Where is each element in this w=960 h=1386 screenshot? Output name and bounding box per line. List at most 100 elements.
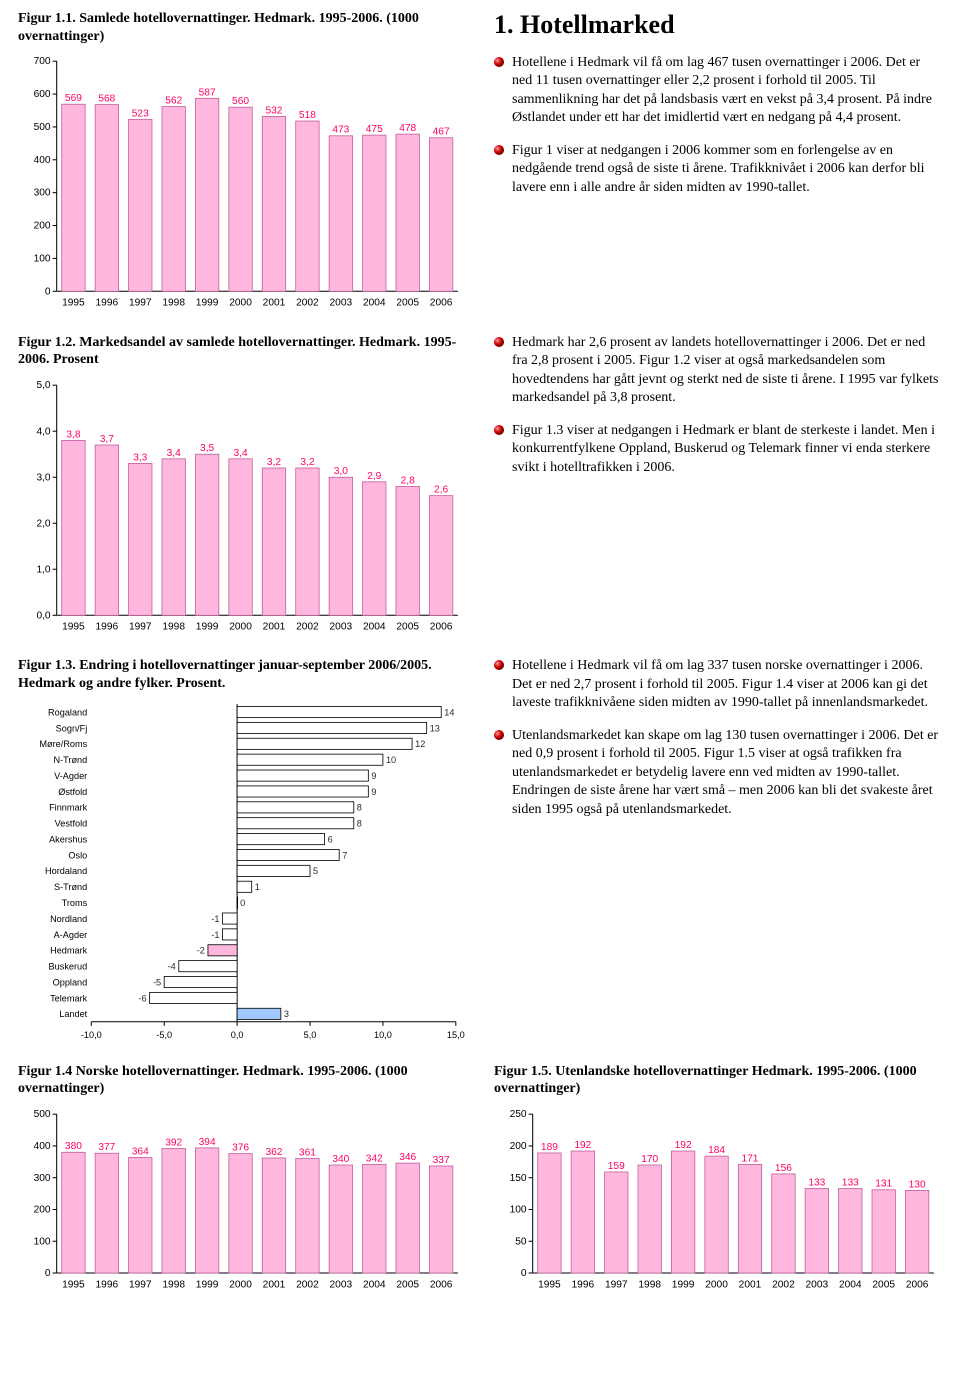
svg-text:130: 130: [909, 1179, 926, 1190]
fig13-caption: Figur 1.3. Endring i hotellovernattinger…: [18, 657, 466, 692]
svg-text:Telemark: Telemark: [50, 994, 88, 1004]
svg-text:3,2: 3,2: [300, 457, 314, 468]
col-fig14: Figur 1.4 Norske hotellovernattinger. He…: [18, 1063, 466, 1297]
svg-text:2003: 2003: [330, 1279, 353, 1290]
svg-text:3,0: 3,0: [334, 466, 348, 477]
svg-text:192: 192: [574, 1140, 591, 1151]
svg-text:1999: 1999: [196, 298, 219, 309]
svg-text:392: 392: [165, 1137, 182, 1148]
svg-text:10: 10: [386, 755, 396, 765]
svg-text:1999: 1999: [196, 621, 219, 632]
svg-text:2004: 2004: [363, 621, 386, 632]
svg-text:1996: 1996: [96, 1279, 119, 1290]
svg-text:380: 380: [65, 1141, 82, 1152]
svg-text:156: 156: [775, 1162, 792, 1173]
svg-text:8: 8: [357, 819, 362, 829]
svg-text:1998: 1998: [162, 1279, 185, 1290]
svg-text:0: 0: [240, 898, 245, 908]
svg-text:159: 159: [608, 1161, 625, 1172]
col-fig15: Figur 1.5. Utenlandske hotellovernatting…: [494, 1063, 942, 1297]
svg-text:0: 0: [521, 1268, 527, 1279]
svg-text:2000: 2000: [229, 1279, 252, 1290]
svg-text:2001: 2001: [739, 1279, 762, 1290]
svg-text:2,9: 2,9: [367, 470, 381, 481]
svg-text:560: 560: [232, 96, 249, 107]
col-fig12: Figur 1.2. Markedsandel av samlede hotel…: [18, 334, 466, 640]
svg-text:-10,0: -10,0: [81, 1031, 102, 1041]
svg-text:2006: 2006: [430, 621, 453, 632]
svg-text:-1: -1: [211, 914, 219, 924]
svg-text:3,4: 3,4: [233, 447, 247, 458]
svg-text:2005: 2005: [396, 1279, 419, 1290]
svg-text:50: 50: [515, 1236, 527, 1247]
svg-text:1998: 1998: [162, 621, 185, 632]
svg-text:587: 587: [199, 87, 216, 98]
fig12-caption: Figur 1.2. Markedsandel av samlede hotel…: [18, 334, 466, 369]
svg-text:300: 300: [34, 188, 51, 199]
svg-text:2005: 2005: [872, 1279, 895, 1290]
svg-text:3,3: 3,3: [133, 452, 147, 463]
fig11-caption: Figur 1.1. Samlede hotellovernattinger. …: [18, 10, 466, 45]
svg-text:2,6: 2,6: [434, 484, 448, 495]
svg-text:A-Agder: A-Agder: [54, 930, 88, 940]
svg-text:3,7: 3,7: [100, 434, 114, 445]
svg-text:-1: -1: [211, 930, 219, 940]
svg-text:9: 9: [371, 787, 376, 797]
svg-text:5: 5: [313, 867, 318, 877]
svg-text:200: 200: [510, 1141, 527, 1152]
svg-text:2003: 2003: [330, 298, 353, 309]
svg-text:5,0: 5,0: [304, 1031, 317, 1041]
svg-text:133: 133: [842, 1177, 859, 1188]
svg-text:569: 569: [65, 93, 82, 104]
svg-text:337: 337: [433, 1155, 450, 1166]
para-6: Utenlandsmarkedet kan skape om lag 130 t…: [494, 727, 942, 819]
svg-text:Troms: Troms: [62, 898, 88, 908]
svg-text:Oslo: Oslo: [68, 851, 87, 861]
svg-text:2002: 2002: [296, 621, 319, 632]
svg-text:14: 14: [444, 708, 454, 718]
svg-text:133: 133: [808, 1177, 825, 1188]
svg-text:523: 523: [132, 108, 149, 119]
svg-text:1: 1: [255, 883, 260, 893]
svg-text:2003: 2003: [330, 621, 353, 632]
svg-text:Østfold: Østfold: [58, 787, 87, 797]
svg-text:7: 7: [342, 851, 347, 861]
svg-text:1997: 1997: [129, 298, 152, 309]
svg-text:3,8: 3,8: [66, 429, 80, 440]
para-5: Hotellene i Hedmark vil få om lag 337 tu…: [494, 657, 942, 712]
svg-text:131: 131: [875, 1178, 892, 1189]
svg-text:0,0: 0,0: [231, 1031, 244, 1041]
svg-text:Akershus: Akershus: [49, 835, 88, 845]
row-3: Figur 1.3. Endring i hotellovernattinger…: [18, 657, 942, 1044]
para-2: Figur 1 viser at nedgangen i 2006 kommer…: [494, 142, 942, 197]
svg-text:Finnmark: Finnmark: [49, 803, 88, 813]
svg-text:189: 189: [541, 1141, 558, 1152]
row-2: Figur 1.2. Markedsandel av samlede hotel…: [18, 334, 942, 640]
svg-text:2,8: 2,8: [401, 475, 415, 486]
svg-text:362: 362: [265, 1147, 282, 1158]
svg-text:2002: 2002: [296, 1279, 319, 1290]
svg-text:473: 473: [332, 125, 349, 136]
para-1: Hotellene i Hedmark vil få om lag 467 tu…: [494, 54, 942, 128]
svg-text:1995: 1995: [538, 1279, 561, 1290]
svg-text:562: 562: [165, 95, 182, 106]
svg-text:600: 600: [34, 89, 51, 100]
svg-text:300: 300: [34, 1172, 51, 1183]
svg-text:1999: 1999: [196, 1279, 219, 1290]
svg-text:2001: 2001: [263, 298, 286, 309]
svg-text:1998: 1998: [162, 298, 185, 309]
svg-text:192: 192: [675, 1140, 692, 1151]
svg-text:6: 6: [328, 835, 333, 845]
svg-text:3,2: 3,2: [267, 457, 281, 468]
col-text-3: Hotellene i Hedmark vil få om lag 337 tu…: [494, 657, 942, 1044]
svg-text:N-Trønd: N-Trønd: [53, 755, 87, 765]
svg-text:4,0: 4,0: [36, 426, 50, 437]
svg-text:2000: 2000: [229, 621, 252, 632]
svg-text:100: 100: [34, 253, 51, 264]
svg-text:342: 342: [366, 1153, 383, 1164]
svg-text:394: 394: [199, 1136, 216, 1147]
fig14-chart: 0100200300400500380199537719963641997392…: [18, 1104, 466, 1297]
svg-text:2006: 2006: [906, 1279, 929, 1290]
col-fig13: Figur 1.3. Endring i hotellovernattinger…: [18, 657, 466, 1044]
svg-text:377: 377: [98, 1142, 115, 1153]
